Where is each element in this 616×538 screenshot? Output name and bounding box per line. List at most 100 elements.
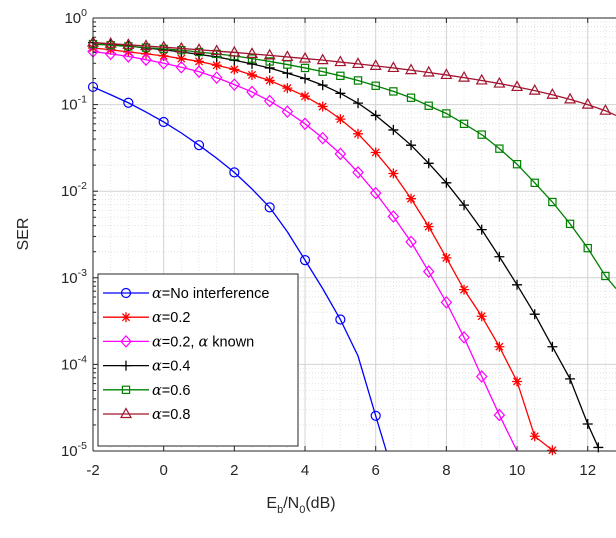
triangle-marker: [387, 61, 400, 73]
triangle-marker: [352, 57, 365, 69]
triangle-marker: [581, 97, 594, 109]
triangle-marker: [405, 63, 418, 75]
plus-marker: [353, 98, 364, 109]
triangle-marker: [440, 68, 453, 80]
legend-entry: α=0.6: [103, 383, 190, 399]
x-tick-label: 10: [509, 462, 526, 479]
star-marker: [317, 101, 328, 112]
square-marker: [300, 63, 310, 73]
circle-marker: [193, 140, 205, 151]
legend-label: α=0.2: [152, 310, 190, 326]
diamond-marker: [387, 210, 400, 223]
legend-label: α=0.4: [152, 359, 190, 375]
legend-entry: α=0.8: [103, 407, 190, 423]
square-marker: [371, 81, 380, 90]
plus-marker: [441, 177, 452, 188]
plus-marker: [229, 55, 240, 66]
diamond-marker: [281, 105, 294, 118]
triangle-marker: [175, 41, 188, 53]
triangle-marker: [263, 48, 276, 60]
star-marker: [264, 75, 275, 86]
x-tick-labels: -2 0 2 4 6 8 10 12: [86, 462, 596, 479]
diamond-marker: [157, 56, 170, 70]
x-tick-label: 6: [372, 462, 380, 479]
x-axis-label: Eb/N0(dB): [266, 495, 335, 516]
legend-entry: α=0.2: [103, 310, 190, 326]
diamond-marker: [120, 335, 132, 348]
star-marker: [229, 64, 240, 75]
star-marker: [158, 50, 169, 61]
square-marker: [336, 71, 345, 81]
star-marker: [282, 83, 293, 94]
plus-marker: [406, 140, 417, 151]
star-marker: [300, 91, 311, 102]
y-axis-label: SER: [15, 218, 32, 251]
circle-marker: [158, 116, 169, 128]
circle-marker: [123, 97, 134, 108]
square-marker: [318, 67, 327, 76]
legend: α=No interference α=0.2 α=0.2, α known α=0.…: [97, 273, 299, 447]
legend-entry: α=0.4: [103, 359, 190, 375]
star-marker: [423, 221, 434, 232]
square-marker: [442, 109, 451, 118]
star-marker: [247, 69, 258, 80]
x-tick-label: 0: [160, 462, 168, 479]
square-marker: [495, 144, 504, 153]
diamond-marker: [246, 85, 258, 99]
triangle-marker: [599, 103, 612, 115]
series-line: [92, 50, 518, 452]
y-tick-label: 10-2: [61, 180, 87, 200]
circle-marker: [370, 410, 381, 421]
diamond-marker: [175, 60, 188, 74]
plus-marker: [512, 279, 523, 290]
diamond-marker: [228, 78, 241, 92]
star-marker: [459, 284, 470, 295]
square-marker: [353, 76, 363, 85]
square-marker: [121, 385, 131, 395]
star-marker: [406, 193, 417, 204]
diamond-marker: [458, 331, 470, 344]
triangle-marker: [122, 38, 135, 49]
triangle-marker: [281, 50, 294, 62]
legend-label: α=0.6: [152, 383, 190, 399]
diamond-marker: [193, 65, 205, 79]
plus-marker: [370, 110, 381, 121]
square-marker: [601, 271, 610, 281]
series-line: [92, 41, 616, 117]
square-marker: [565, 219, 575, 229]
series-1: [88, 43, 558, 456]
triangle-marker: [422, 65, 435, 77]
star-marker: [105, 44, 116, 55]
star-marker: [388, 168, 399, 179]
triangle-marker: [210, 44, 223, 56]
star-marker: [121, 312, 131, 323]
diamond-marker: [369, 186, 382, 200]
circle-marker: [264, 202, 275, 213]
star-marker: [476, 311, 487, 322]
square-marker: [459, 119, 469, 129]
triangle-marker: [564, 92, 577, 104]
y-tick-label: 10-5: [61, 440, 87, 460]
plus-marker: [547, 341, 558, 352]
diamond-marker: [299, 117, 311, 131]
y-tick-label: 10-3: [61, 267, 87, 287]
square-marker: [583, 243, 592, 253]
series-line: [92, 43, 616, 290]
circle-marker: [335, 314, 346, 325]
plus-marker: [494, 251, 505, 262]
triangle-marker: [475, 73, 488, 85]
x-tick-label: -2: [86, 462, 99, 479]
square-marker: [389, 87, 398, 96]
legend-label: α=No interference: [152, 286, 269, 302]
square-marker: [212, 49, 221, 59]
x-tick-label: 12: [579, 462, 596, 479]
plus-marker: [476, 224, 487, 235]
series-2: [87, 45, 518, 452]
star-marker: [123, 46, 134, 57]
triangle-marker: [369, 59, 382, 70]
y-tick-label: 10-4: [61, 353, 87, 373]
series-layer: [86, 35, 616, 456]
square-marker: [247, 54, 257, 63]
triangle-marker: [119, 407, 133, 419]
